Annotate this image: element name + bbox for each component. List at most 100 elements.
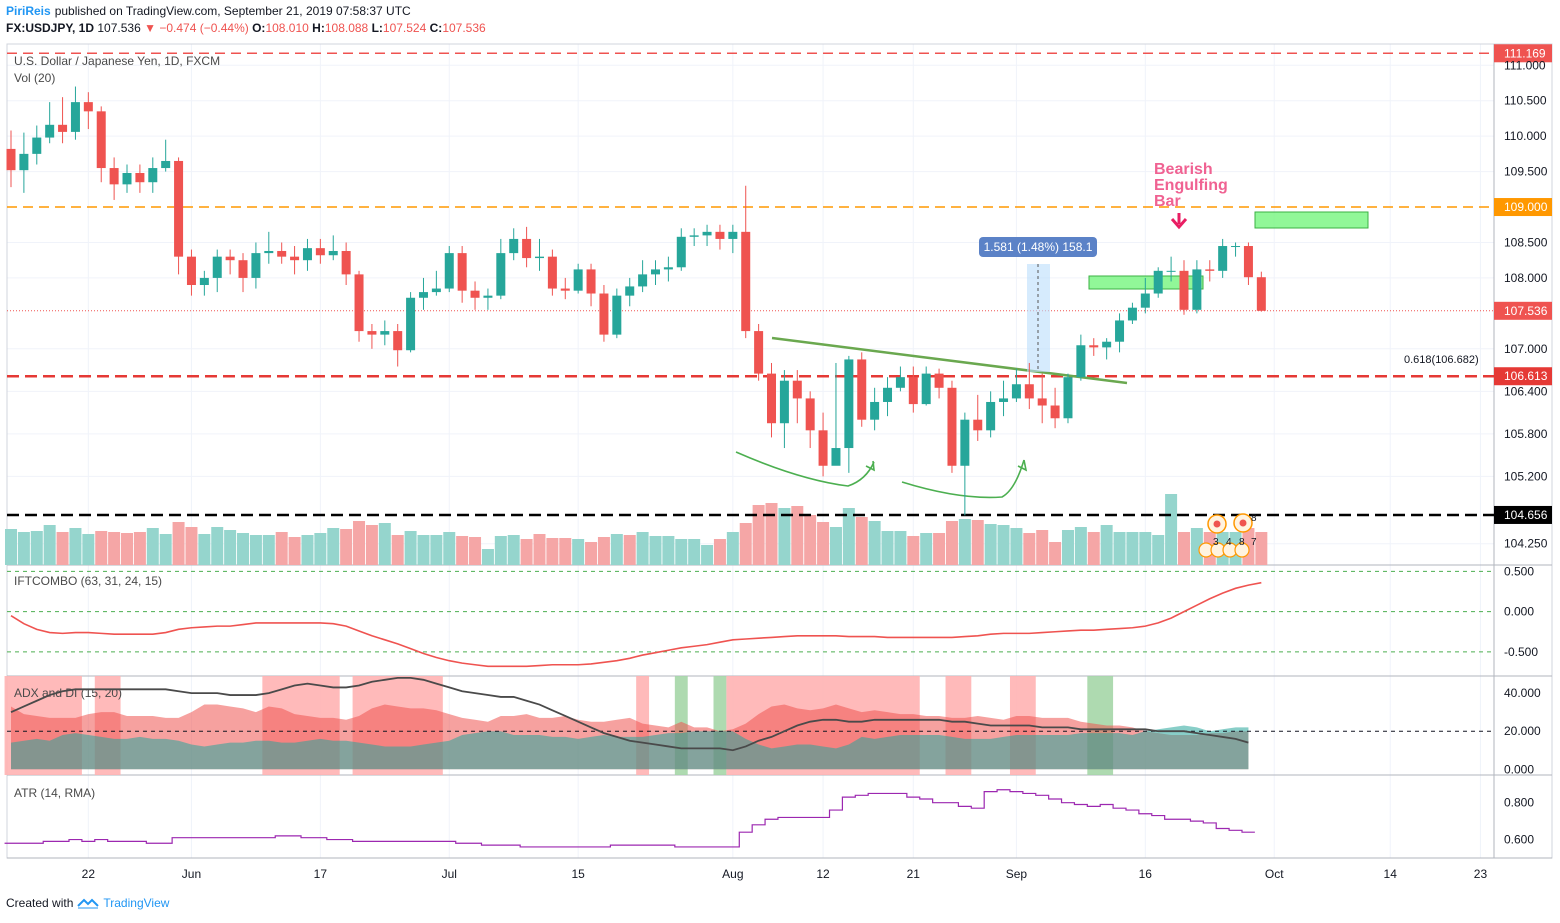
price-level-tag-label: 109.000: [1504, 200, 1548, 214]
event-count: 3: [1213, 537, 1219, 548]
volume-bar: [211, 527, 224, 565]
adx-tick-label: 40.000: [1504, 686, 1541, 700]
ift-title: IFTCOMBO (63, 31, 24, 15): [14, 574, 162, 588]
volume-bar: [69, 528, 82, 565]
price-tick-label: 106.400: [1504, 384, 1548, 398]
candle-body: [547, 256, 557, 289]
candle-body: [999, 398, 1009, 402]
candle-body: [470, 290, 480, 298]
candle-body: [96, 111, 106, 169]
author-name[interactable]: PiriReis: [6, 4, 51, 18]
candle-body: [302, 248, 312, 261]
candle-body: [676, 236, 686, 268]
candle-body: [573, 269, 583, 291]
volume-bar: [649, 536, 662, 565]
volume-bar: [1049, 542, 1062, 565]
atr-tick-label: 0.600: [1504, 833, 1534, 847]
event-count: 4: [1226, 537, 1232, 548]
volume-bar: [301, 535, 314, 565]
chart-canvas[interactable]: 111.169 109.000 107.536 106.613 104.656 1.58…: [0, 40, 1560, 892]
time-tick-label: Jun: [182, 867, 201, 881]
event-icon: [1234, 542, 1250, 558]
candle-body: [715, 231, 725, 239]
time-tick-label: 17: [314, 867, 328, 881]
volume-bar: [133, 532, 146, 565]
candle-body: [625, 286, 635, 296]
candle-body: [264, 250, 274, 254]
price-tick-label: 108.500: [1504, 235, 1548, 249]
candle-body: [509, 238, 519, 254]
volume-bar: [56, 532, 69, 565]
candle-body: [32, 137, 42, 154]
candle-body: [328, 250, 338, 256]
volume-bar: [1139, 532, 1152, 565]
horizontal-levels[interactable]: 111.169 109.000 107.536 106.613 104.656: [7, 44, 1552, 524]
adx-tick-label: 0.000: [1504, 762, 1534, 776]
candle-body: [522, 238, 532, 259]
candle-body: [83, 102, 93, 112]
pattern-annotation: Bearish: [1154, 161, 1213, 178]
candle-body: [1256, 277, 1266, 311]
volume-bar: [933, 533, 946, 565]
price-tick-label: 110.500: [1504, 94, 1547, 108]
volume-bar: [17, 532, 30, 565]
volume-bar: [662, 536, 675, 565]
drawings[interactable]: 1.581 (1.48%) 158.1 0.618(106.682) Bearish…: [735, 161, 1479, 558]
volume-bar: [688, 539, 701, 565]
change-down-icon: ▼: [144, 21, 156, 35]
volume-bar: [95, 531, 108, 565]
volume-bar: [43, 525, 56, 565]
volume-bar: [958, 519, 971, 565]
volume-bar: [520, 539, 533, 565]
candles: [6, 86, 1266, 516]
volume-bar: [804, 515, 817, 565]
candle-body: [934, 373, 944, 388]
pane-titles: U.S. Dollar / Japanese Yen, 1D, FXCM Vol …: [14, 54, 220, 800]
volume-bar: [829, 527, 842, 565]
adx-tick-label: 20.000: [1504, 724, 1541, 738]
candle-body: [418, 292, 428, 298]
candle-body: [457, 253, 467, 291]
atr-line: [4, 789, 1255, 848]
candle-body: [122, 173, 132, 185]
candle-body: [844, 359, 854, 449]
price-level-tag-label: 111.169: [1504, 46, 1546, 60]
volume-bar: [340, 529, 353, 565]
volume-bar: [1177, 532, 1190, 565]
price-tick-label: 104.250: [1504, 537, 1548, 551]
candle-body: [818, 430, 828, 466]
volume-bar: [185, 527, 198, 565]
target-box: [1254, 211, 1369, 229]
candle-body: [921, 373, 931, 405]
publish-line: PiriReis published on TradingView.com, Se…: [6, 3, 486, 20]
volume-bar: [30, 531, 43, 565]
measure-label-bg: [979, 237, 1097, 257]
candle-body: [586, 269, 596, 294]
time-tick-label: 16: [1139, 867, 1153, 881]
volume-bar: [971, 520, 984, 565]
candle-body: [1050, 405, 1060, 419]
adx-line: [10, 677, 1249, 752]
event-count: 8: [1239, 537, 1245, 548]
candle-body: [754, 331, 764, 374]
chart-header: PiriReis published on TradingView.com, Se…: [6, 3, 486, 39]
candle-body: [161, 160, 171, 169]
price-tick-label: 108.000: [1504, 271, 1548, 285]
volume-bar: [469, 537, 482, 565]
volume-bar: [945, 521, 958, 565]
candle-body: [1166, 270, 1176, 272]
time-tick-label: 14: [1384, 867, 1398, 881]
volume-bar: [868, 521, 881, 565]
volume-bar: [146, 528, 159, 565]
volume-bar: [198, 534, 211, 565]
volume-title: Vol (20): [14, 71, 55, 85]
candle-body: [767, 373, 777, 424]
candle-body: [1089, 345, 1099, 348]
tradingview-brand[interactable]: TradingView: [103, 896, 170, 910]
volume-bar: [778, 508, 791, 565]
volume-bar: [391, 535, 404, 565]
candle-body: [1024, 384, 1034, 399]
candle-body: [1011, 384, 1021, 399]
price-level-tag: [1494, 505, 1552, 524]
candle-body: [1192, 269, 1202, 310]
